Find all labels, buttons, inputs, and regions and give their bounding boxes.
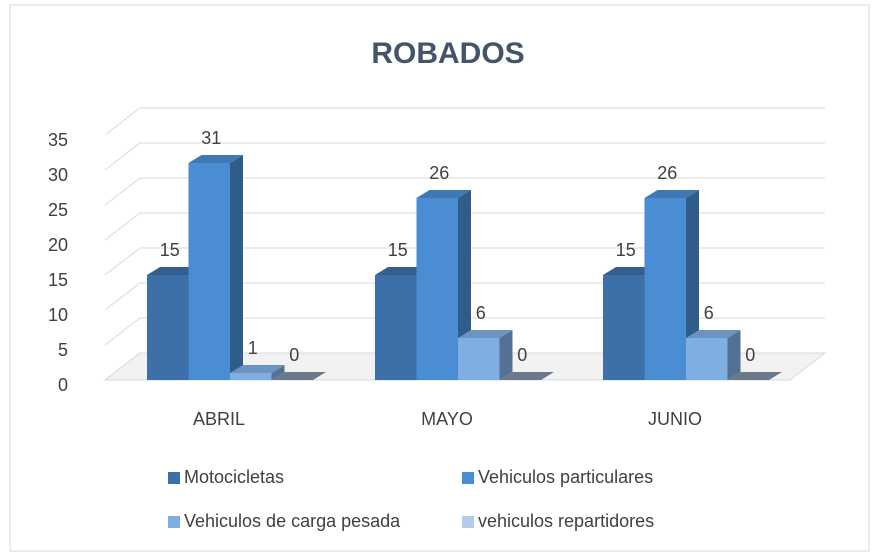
- x-tick-label: JUNIO: [648, 409, 702, 429]
- bar: [188, 155, 243, 380]
- legend-label: Motocicletas: [184, 467, 284, 487]
- x-tick-label: MAYO: [421, 409, 473, 429]
- bar-top: [458, 330, 513, 338]
- bar-front: [188, 163, 230, 380]
- bar-top: [416, 190, 471, 198]
- y-tick-label: 20: [48, 235, 68, 255]
- bar-top: [603, 267, 658, 275]
- data-label: 0: [289, 345, 299, 365]
- grid-line: [104, 177, 825, 206]
- x-tick-label: ABRIL: [193, 409, 245, 429]
- bar: [271, 372, 326, 380]
- bar-front: [230, 373, 272, 380]
- bar-side: [271, 365, 285, 380]
- data-label: 0: [745, 345, 755, 365]
- y-tick-label: 30: [48, 165, 68, 185]
- data-label: 15: [388, 240, 408, 260]
- bar-top: [727, 372, 782, 380]
- bar-top: [686, 330, 741, 338]
- data-label: 31: [201, 128, 221, 148]
- bar-front: [416, 198, 458, 380]
- grid-line: [104, 317, 825, 346]
- bar-side: [727, 330, 741, 380]
- data-label: 26: [657, 163, 677, 183]
- grid-line: [104, 107, 825, 136]
- data-label: 15: [160, 240, 180, 260]
- bar: [686, 330, 741, 380]
- y-tick-label: 5: [58, 340, 68, 360]
- grid-line: [104, 142, 825, 171]
- bar: [416, 190, 471, 380]
- bar-front: [147, 275, 189, 380]
- chart-title: ROBADOS: [371, 37, 524, 70]
- bar-front: [603, 275, 645, 380]
- bar-top: [271, 372, 326, 380]
- bar-front: [644, 198, 686, 380]
- bar-front: [686, 338, 728, 380]
- legend-swatch: [462, 472, 474, 484]
- grid-line: [104, 247, 825, 276]
- bar: [458, 330, 513, 380]
- grid-line: [104, 352, 825, 381]
- bar-top: [375, 267, 430, 275]
- legend-swatch: [168, 472, 180, 484]
- legend-swatch: [462, 516, 474, 528]
- bar-front: [458, 338, 500, 380]
- data-label: 15: [616, 240, 636, 260]
- y-tick-label: 35: [48, 130, 68, 150]
- bar: [727, 372, 782, 380]
- data-label: 6: [476, 303, 486, 323]
- y-tick-label: 15: [48, 270, 68, 290]
- bar-top: [644, 190, 699, 198]
- data-label: 1: [248, 338, 258, 358]
- bar-side: [499, 330, 513, 380]
- legend-label: Vehiculos de carga pesada: [184, 511, 401, 531]
- bar-front: [375, 275, 417, 380]
- legend-label: Vehiculos particulares: [478, 467, 653, 487]
- legend-swatch: [168, 516, 180, 528]
- data-label: 6: [704, 303, 714, 323]
- y-tick-label: 10: [48, 305, 68, 325]
- data-label: 0: [517, 345, 527, 365]
- bar-top: [499, 372, 554, 380]
- bar-top: [188, 155, 243, 163]
- y-tick-label: 25: [48, 200, 68, 220]
- bar-top: [230, 365, 285, 373]
- bar-top: [147, 267, 202, 275]
- y-tick-label: 0: [58, 375, 68, 395]
- bar: [499, 372, 554, 380]
- bar-side: [230, 155, 243, 380]
- grid-line: [104, 212, 825, 241]
- data-label: 26: [429, 163, 449, 183]
- bar: [230, 365, 285, 380]
- grid-line: [104, 282, 825, 311]
- legend-label: vehiculos repartidores: [478, 511, 654, 531]
